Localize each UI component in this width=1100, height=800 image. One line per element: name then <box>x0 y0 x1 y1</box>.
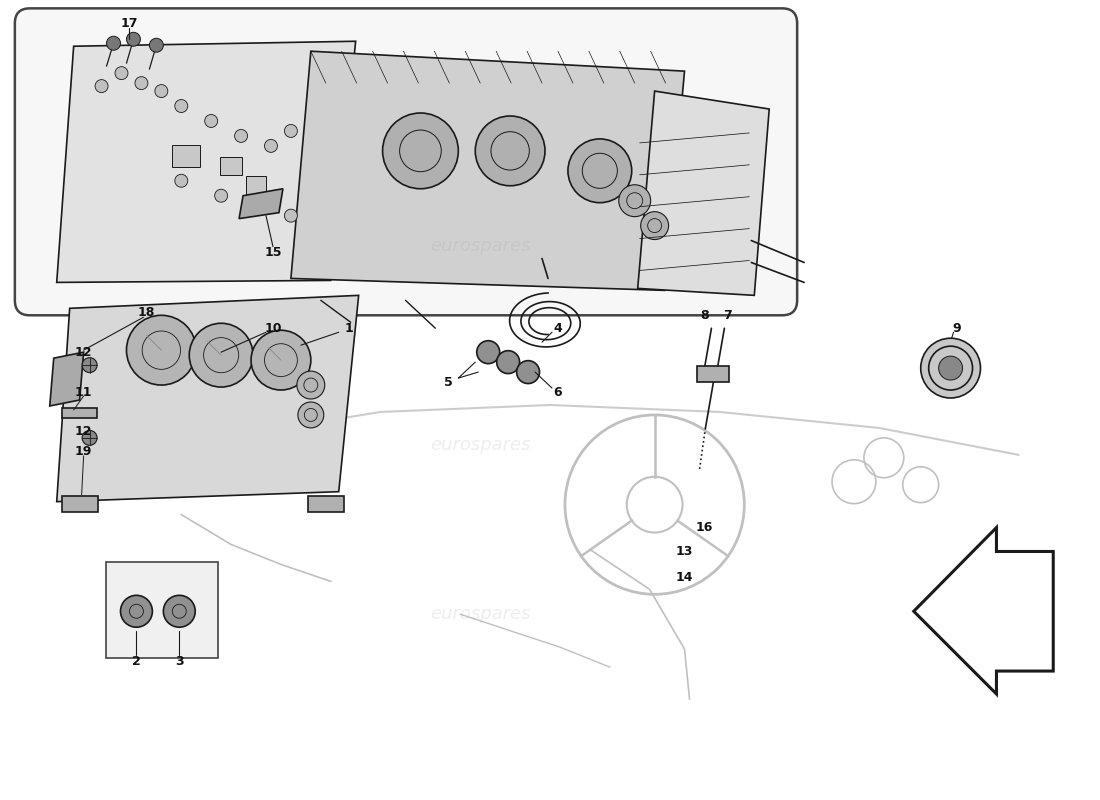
Polygon shape <box>290 51 684 290</box>
Circle shape <box>475 116 544 186</box>
Circle shape <box>497 350 519 374</box>
Text: 19: 19 <box>75 446 92 458</box>
Text: eurospares: eurospares <box>430 436 530 454</box>
Text: 11: 11 <box>75 386 92 398</box>
Text: eurospares: eurospares <box>430 606 530 623</box>
Circle shape <box>285 125 297 138</box>
Text: 18: 18 <box>138 306 155 319</box>
Polygon shape <box>638 91 769 295</box>
Circle shape <box>82 358 97 373</box>
Circle shape <box>135 77 147 90</box>
Circle shape <box>921 338 980 398</box>
FancyBboxPatch shape <box>697 366 729 382</box>
Circle shape <box>126 315 196 385</box>
Circle shape <box>121 595 153 627</box>
Circle shape <box>163 595 195 627</box>
Text: 5: 5 <box>444 375 453 389</box>
Text: 4: 4 <box>553 322 562 334</box>
Circle shape <box>82 430 97 446</box>
Circle shape <box>298 402 323 428</box>
Text: 15: 15 <box>264 246 282 259</box>
Circle shape <box>297 371 324 399</box>
Circle shape <box>383 113 459 189</box>
Text: 2: 2 <box>132 654 141 667</box>
Circle shape <box>205 114 218 127</box>
Circle shape <box>175 174 188 187</box>
Circle shape <box>150 38 163 52</box>
Text: 14: 14 <box>675 571 693 584</box>
Circle shape <box>264 139 277 152</box>
Circle shape <box>189 323 253 387</box>
Bar <box>220 157 242 174</box>
Circle shape <box>126 32 141 46</box>
FancyBboxPatch shape <box>106 562 218 658</box>
Bar <box>246 176 266 196</box>
Text: eurospares: eurospares <box>430 237 530 254</box>
Text: 6: 6 <box>553 386 562 398</box>
Circle shape <box>234 130 248 142</box>
Text: 8: 8 <box>700 309 708 322</box>
Circle shape <box>175 99 188 113</box>
Circle shape <box>476 341 499 364</box>
Text: 13: 13 <box>675 545 693 558</box>
Text: 12: 12 <box>75 426 92 438</box>
Text: 17: 17 <box>121 17 139 30</box>
Polygon shape <box>57 295 359 502</box>
FancyBboxPatch shape <box>308 496 343 512</box>
Circle shape <box>640 212 669 239</box>
Text: 16: 16 <box>696 521 713 534</box>
Bar <box>173 145 200 167</box>
Circle shape <box>244 202 257 215</box>
FancyBboxPatch shape <box>62 496 98 512</box>
Text: 7: 7 <box>723 309 732 322</box>
Circle shape <box>214 190 228 202</box>
Circle shape <box>517 361 539 383</box>
Circle shape <box>116 66 128 80</box>
FancyBboxPatch shape <box>62 408 97 418</box>
Polygon shape <box>57 42 355 282</box>
Text: 12: 12 <box>75 346 92 358</box>
Polygon shape <box>50 352 84 406</box>
Polygon shape <box>239 189 283 218</box>
Circle shape <box>938 356 962 380</box>
Circle shape <box>619 185 650 217</box>
FancyBboxPatch shape <box>15 8 797 315</box>
Text: 9: 9 <box>953 322 961 334</box>
Circle shape <box>285 209 297 222</box>
Circle shape <box>107 36 121 50</box>
Circle shape <box>155 85 168 98</box>
Text: 3: 3 <box>175 654 184 667</box>
Circle shape <box>95 80 108 93</box>
Text: 1: 1 <box>344 322 353 334</box>
Text: 10: 10 <box>264 322 282 334</box>
Circle shape <box>251 330 311 390</box>
Circle shape <box>568 139 631 202</box>
